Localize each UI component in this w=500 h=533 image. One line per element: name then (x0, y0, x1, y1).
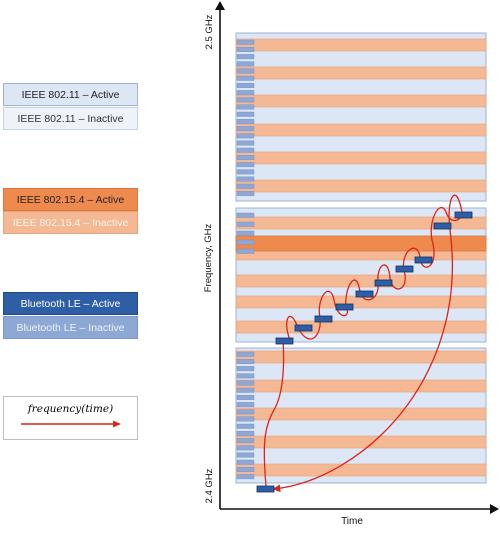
ble-active-channels (256, 211, 473, 493)
ble-inactive-tick (236, 380, 255, 386)
ble-inactive-tick (236, 467, 255, 472)
ble-inactive-tick (236, 452, 255, 458)
ble-inactive-tick (236, 147, 255, 153)
ble-active-hop (256, 485, 275, 493)
ble-inactive-tick (236, 239, 255, 245)
ble-inactive-tick (236, 351, 255, 357)
ble-inactive-tick (236, 373, 255, 379)
ble-inactive-tick (236, 47, 255, 52)
legend-trajectory: frequency(time) (3, 396, 138, 440)
legend-ble-active: Bluetooth LE – Active (3, 292, 138, 315)
ble-active-hop (374, 279, 393, 287)
zigbee-inactive-band (235, 350, 487, 364)
ble-inactive-tick (236, 387, 255, 393)
ble-inactive-tick (236, 395, 255, 400)
zigbee-inactive-band (235, 320, 487, 334)
ble-inactive-tick (236, 75, 255, 81)
zigbee-channels (235, 38, 487, 477)
ble-inactive-tick (236, 82, 255, 88)
legend-wifi-active-label: IEEE 802.11 – Active (21, 88, 120, 101)
legend-zigbee-active-label: IEEE 802.15.4 – Active (16, 193, 125, 206)
ble-inactive-tick (236, 183, 255, 189)
zigbee-inactive-band (235, 463, 487, 477)
ble-inactive-tick (236, 459, 255, 465)
legend-wifi-active: IEEE 802.11 – Active (3, 83, 138, 106)
ble-active-hop (275, 337, 294, 345)
ble-active-hop (395, 265, 414, 273)
zigbee-inactive-band (235, 151, 487, 165)
trajectory-return (272, 194, 463, 493)
legend-wifi-inactive-label: IEEE 802.11 – Inactive (17, 112, 124, 125)
ble-inactive-tick (236, 359, 255, 364)
zigbee-inactive-band (235, 407, 487, 421)
y-axis-label: Frequency, GHz (203, 224, 214, 293)
zigbee-inactive-band (235, 66, 487, 80)
ble-inactive-tick (236, 68, 255, 74)
x-axis-arrowhead (490, 504, 499, 514)
zigbee-active-band (235, 235, 487, 252)
ble-inactive-tick (236, 90, 255, 96)
y-bottom-tick: 2.4 GHz (204, 468, 215, 503)
legend-ble-active-label: Bluetooth LE – Active (20, 297, 121, 310)
red-arrow-icon (20, 420, 121, 428)
ble-inactive-tick (236, 402, 255, 408)
ble-inactive-tick (236, 39, 255, 45)
ble-inactive-tick (236, 431, 255, 436)
ble-active-hop (314, 315, 333, 323)
zigbee-inactive-band (235, 38, 487, 52)
legend-zigbee-active: IEEE 802.15.4 – Active (3, 188, 138, 211)
ble-inactive-tick (236, 126, 255, 132)
ble-inactive-tick (236, 190, 255, 196)
ble-inactive-tick (236, 61, 255, 67)
trajectory-start-to-first (263, 339, 285, 487)
ble-inactive-tick (236, 54, 255, 60)
ble-inactive-tick (236, 230, 255, 236)
ble-inactive-tick (236, 248, 255, 254)
ble-inactive-tick (236, 416, 255, 422)
ble-inactive-tick (236, 438, 255, 444)
ble-inactive-tick (236, 162, 255, 168)
ble-inactive-tick (236, 212, 255, 218)
ble-inactive-tick (236, 97, 255, 103)
ble-inactive-tick (236, 366, 255, 372)
ble-inactive-tick (236, 409, 255, 415)
zigbee-inactive-band (235, 123, 487, 137)
zigbee-inactive-band (235, 274, 487, 288)
ble-inactive-tick (236, 104, 255, 110)
ble-inactive-tick (236, 118, 255, 124)
ble-inactive-tick (236, 474, 255, 480)
ble-inactive-tick (236, 140, 255, 146)
y-axis-arrowhead (215, 1, 225, 10)
wifi-channel-top (235, 32, 487, 202)
legend-ble-inactive: Bluetooth LE – Inactive (3, 316, 138, 339)
ble-active-hop (454, 211, 473, 219)
ble-inactive-tick (236, 111, 255, 117)
ble-inactive-tick (236, 169, 255, 175)
ble-active-hop (433, 222, 452, 230)
zigbee-inactive-band (235, 379, 487, 393)
ble-inactive-tick (236, 154, 255, 160)
ble-active-hop (355, 290, 374, 298)
zigbee-inactive-band (235, 94, 487, 108)
ble-inactive-channels (236, 39, 255, 480)
y-top-tick: 2.5 GHz (204, 14, 215, 49)
zigbee-inactive-band (235, 435, 487, 449)
ble-inactive-tick (236, 423, 255, 429)
ble-active-hop (335, 303, 354, 311)
legend-trajectory-label: frequency(time) (27, 403, 114, 415)
legend-wifi-inactive: IEEE 802.11 – Inactive (3, 107, 138, 130)
legend-zigbee-inactive-label: IEEE 802.15.4 – Inactive (12, 216, 129, 229)
x-axis-label: Time (341, 516, 363, 527)
ble-inactive-tick (236, 445, 255, 451)
zigbee-inactive-band (235, 179, 487, 193)
ble-active-hop (294, 324, 313, 332)
legend-zigbee-inactive: IEEE 802.15.4 – Inactive (3, 211, 138, 234)
ble-active-hop (414, 256, 433, 264)
ble-inactive-tick (236, 176, 255, 182)
ble-inactive-tick (236, 221, 255, 227)
legend-ble-inactive-label: Bluetooth LE – Inactive (16, 321, 125, 334)
zigbee-inactive-band (235, 216, 487, 230)
ble-inactive-tick (236, 133, 255, 139)
